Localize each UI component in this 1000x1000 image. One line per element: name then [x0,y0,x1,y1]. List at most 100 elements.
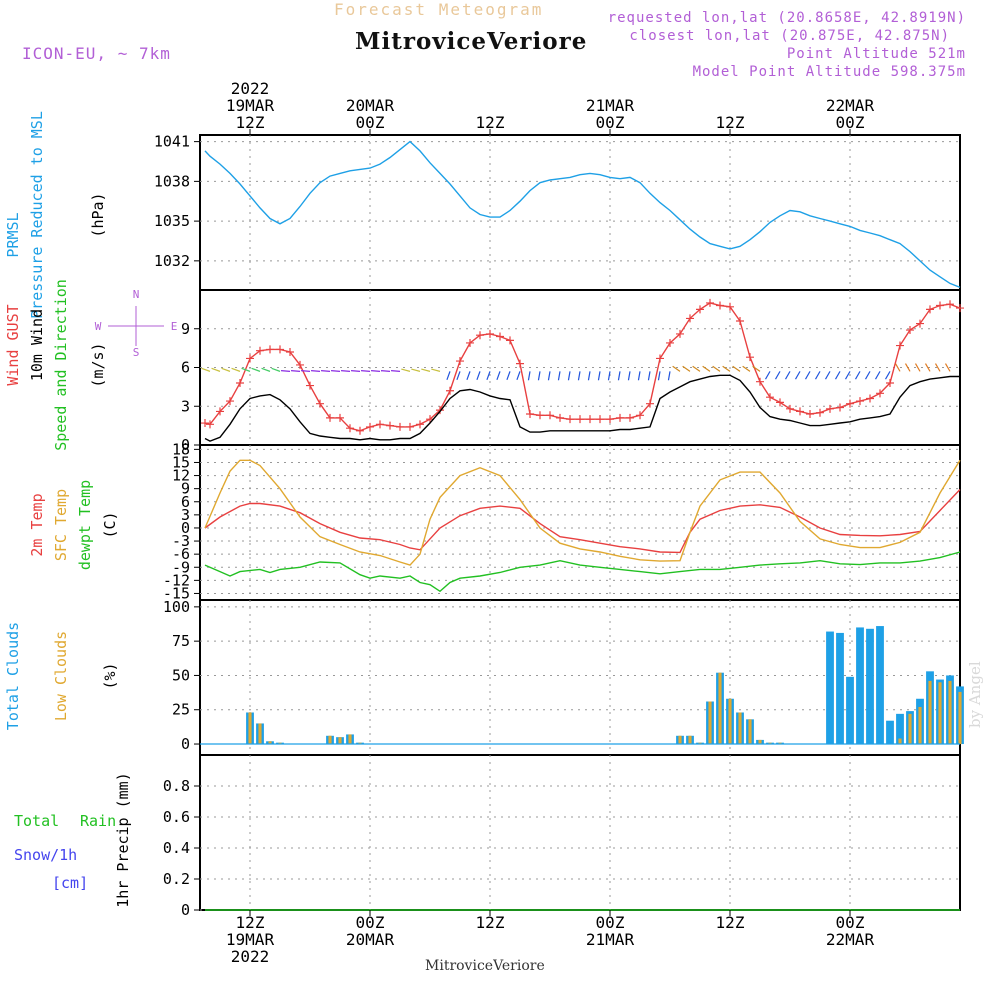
wind-ytick-label: 6 [181,359,190,377]
clouds-low-bar [678,735,682,745]
wind-direction-arrow [320,369,331,372]
wind-direction-arrow [607,371,611,381]
clouds-total-bar [856,627,864,745]
clouds-low-bar [278,742,282,745]
wind-direction-arrow [577,371,581,381]
clouds-low-bar [768,742,772,745]
wind-ytick-label: 3 [181,397,190,415]
wind-direction-arrow [537,371,541,381]
wind-point [306,381,314,390]
wind-point [496,332,504,341]
wind-direction-arrow [557,371,561,381]
bottom-time-label: 12Z [476,913,505,932]
wind-point [346,424,354,433]
top-time-label: 12Z [476,113,505,132]
wind-point [776,398,784,407]
temperature-label: dewpt Temp [76,480,94,570]
clouds-ytick-label: 100 [163,598,190,616]
wind-direction-arrow [496,371,501,381]
wind-point [606,415,614,424]
wind-point [256,346,264,355]
clouds-low-bar [708,701,712,745]
wind-point [906,326,914,335]
wind-point [546,411,554,420]
wind-direction-arrow [764,371,771,380]
clouds-low-bar [688,735,692,745]
wind-point [836,403,844,412]
wind-point [676,329,684,338]
temperature-label: 2m Temp [28,493,46,556]
wind-point [636,411,644,420]
wind-direction-arrow [627,371,631,381]
bottom-time-label: 12Z [716,913,745,932]
wind-point [956,304,964,313]
wind-point [206,420,214,429]
wind-direction-arrow [310,369,321,372]
wind-point [616,413,624,422]
clouds-low-bar [248,712,252,745]
wind-direction-arrow [794,371,801,380]
wind-direction-arrow [431,368,441,372]
chart-title: MitroviceVeriore [355,28,588,55]
wind-direction-arrow [506,371,511,381]
temperature-ytick-label: -6 [172,545,190,563]
pressure-ytick-label: 1035 [154,212,190,230]
pressure-label: (hPa) [89,192,107,237]
wind-ytick-label: 0 [181,436,190,454]
temperature-ytick-label: 18 [172,440,190,458]
top-time-label: 2022 [231,79,270,98]
pressure-label: Pressure Reduced to MSL [28,111,46,319]
wind-point [226,397,234,406]
wind-point [576,415,584,424]
clouds-low-bar [908,713,912,745]
wind-direction-arrow [657,371,661,381]
wind-point [946,300,954,309]
wind-point [686,314,694,323]
compass-n: N [133,288,140,301]
wind-point [266,345,274,354]
wind-point [896,341,904,350]
clouds-total-bar [886,720,894,745]
wind-direction-arrow [894,363,901,372]
precip-frame [199,754,961,911]
wind-point [566,415,574,424]
clouds-low-bar [728,698,732,745]
wind-direction-arrow [854,371,861,380]
clouds-ytick-label: 50 [172,666,190,684]
clouds-low-bar [758,739,762,745]
temperature-series-line [204,489,961,554]
compass-e: E [171,320,178,333]
pressure-ytick-label: 1032 [154,252,190,270]
wind-point [936,301,944,310]
temperature-series-line [204,551,961,593]
wind-direction-arrow [380,369,391,372]
wind-point [596,415,604,424]
pressure-label: PRMSL [4,212,22,257]
wind-direction-arrow [742,365,751,372]
clouds-low-bar [698,742,702,745]
top-time-label: 00Z [596,113,625,132]
clouds-label: Low Clouds [52,631,70,721]
wind-point [356,426,364,435]
wind-direction-arrow [804,371,811,380]
top-time-label: 22MAR [826,96,875,115]
wind-direction-arrow [401,368,411,372]
pressure-frame [199,134,961,291]
wind-direction-arrow [466,371,471,381]
wind-point [326,413,334,422]
clouds-low-bar [918,706,922,745]
precip-label: [cm] [52,874,88,892]
precip-ytick-label: 0 [181,901,190,919]
top-time-label: 00Z [836,113,865,132]
wind-direction-arrow [567,371,571,381]
wind-point [276,345,284,354]
precip-ytick-label: 0.2 [163,870,190,888]
clouds-ytick-label: 25 [172,701,190,719]
wind-point [876,389,884,398]
wind-point [886,379,894,387]
wind-ytick-label: 9 [181,320,190,338]
wind-point [506,336,514,345]
clouds-ytick-label: 75 [172,632,190,650]
wind-direction-arrow [456,371,461,381]
